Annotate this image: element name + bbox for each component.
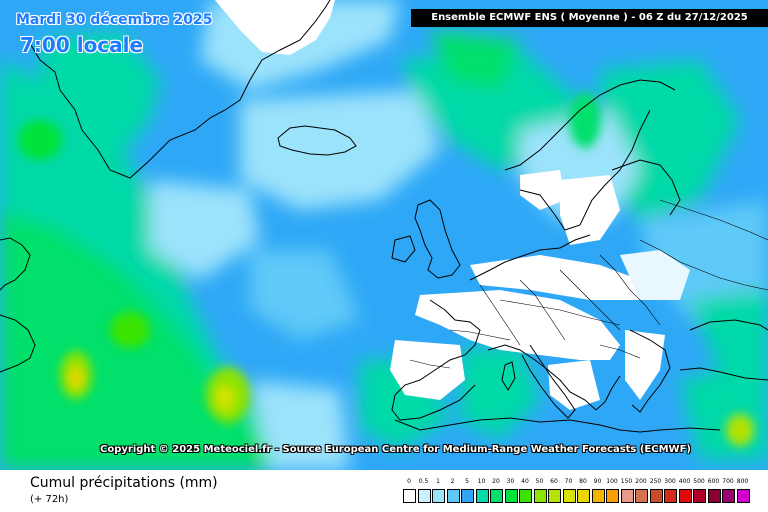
precipitation-maxima — [18, 92, 754, 446]
dry-land — [215, 0, 690, 410]
legend-label: 0.5 — [418, 478, 429, 485]
legend-swatch — [707, 489, 721, 503]
legend-label: 300 — [664, 478, 676, 485]
coastlines — [0, 0, 768, 433]
product-title: Cumul précipitations (mm) — [30, 475, 218, 491]
legend-swatch — [446, 489, 460, 503]
legend-label: 0 — [407, 478, 411, 485]
legend-swatch — [475, 489, 489, 503]
legend-swatch — [664, 489, 677, 503]
legend-swatch — [722, 489, 735, 503]
legend-label: 90 — [593, 478, 602, 485]
model-run-title: Ensemble ECMWF ENS ( Moyenne ) - 06 Z du… — [411, 9, 768, 27]
legend-label: 80 — [579, 478, 587, 485]
legend-swatch — [577, 489, 590, 503]
legend-label: 40 — [521, 478, 529, 485]
legend-swatch — [461, 489, 474, 503]
legend-swatch — [562, 489, 576, 503]
legend-label: 50 — [535, 478, 544, 485]
legend-label: 600 — [707, 478, 720, 485]
precipitation-legend: 0 0.5 1 2 5 10 20 30 40 50 60 70 80 90 100 150 200 250 300… — [403, 478, 751, 508]
legend-label: 500 — [693, 478, 705, 485]
legend-label: 5 — [465, 478, 469, 485]
legend-swatch — [635, 489, 648, 503]
borders — [409, 199, 768, 369]
copyright-notice: Copyright © 2025 Meteociel.fr - Source E… — [100, 444, 691, 455]
legend-swatch — [736, 489, 750, 503]
map-footer: Cumul précipitations (mm) (+ 72h) 0 0.5 1 2… — [0, 470, 768, 512]
legend-swatch — [432, 489, 445, 503]
legend-swatch — [490, 489, 503, 503]
lead-time: (+ 72h) — [30, 494, 69, 505]
legend-swatch — [519, 489, 532, 503]
legend-label: 20 — [492, 478, 500, 485]
legend-label: 30 — [506, 478, 515, 485]
legend-label: 250 — [649, 478, 662, 485]
legend-label: 1 — [436, 478, 440, 485]
legend-label: 700 — [722, 478, 734, 485]
legend-label: 60 — [550, 478, 558, 485]
legend-swatch — [693, 489, 706, 503]
legend-swatch — [548, 489, 561, 503]
legend-label: 2 — [450, 478, 455, 485]
forecast-time: 7:00 locale — [20, 33, 144, 57]
legend-swatch — [591, 489, 605, 503]
legend-swatch — [620, 489, 634, 503]
legend-swatch — [649, 489, 663, 503]
legend-label: 400 — [678, 478, 691, 485]
legend-label: 10 — [477, 478, 486, 485]
legend-swatch — [606, 489, 619, 503]
legend-label: 150 — [620, 478, 633, 485]
legend-swatch — [417, 489, 431, 503]
legend-swatch — [504, 489, 518, 503]
forecast-date: Mardi 30 décembre 2025 — [16, 12, 213, 28]
legend-swatch — [678, 489, 692, 503]
precipitation-map — [0, 0, 768, 470]
legend-swatch — [533, 489, 547, 503]
legend-label: 200 — [635, 478, 647, 485]
legend-label: 800 — [736, 478, 749, 485]
legend-label: 100 — [606, 478, 618, 485]
legend-swatch — [403, 489, 416, 503]
legend-label: 70 — [564, 478, 573, 485]
